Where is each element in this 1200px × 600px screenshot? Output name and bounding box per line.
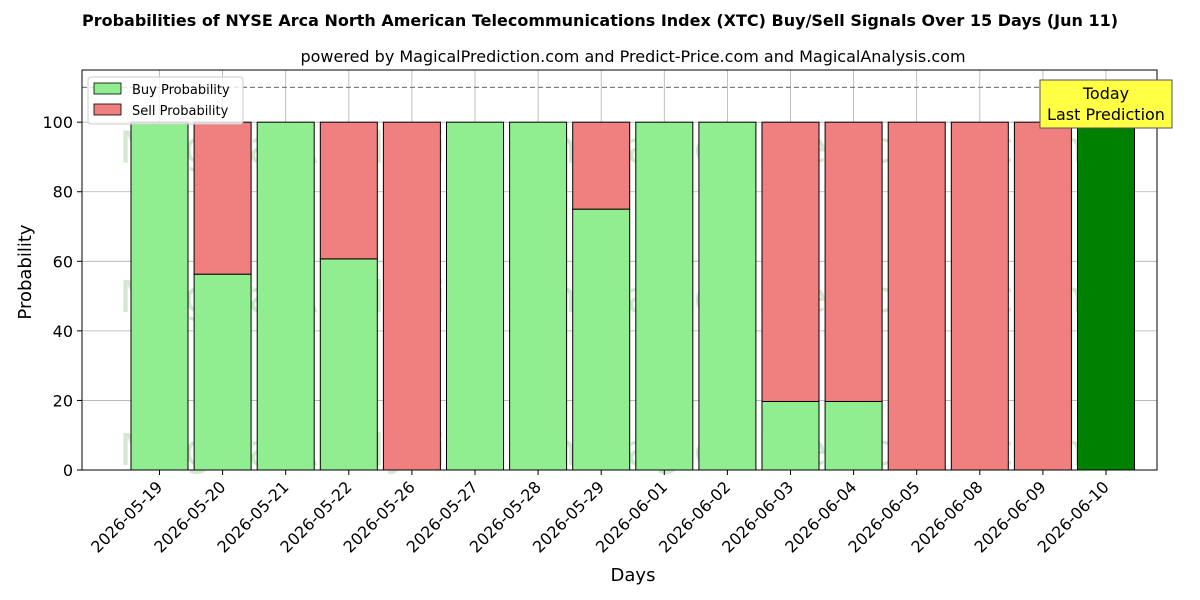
y-tick-label: 20: [53, 391, 73, 410]
today-annotation-line2: Last Prediction: [1047, 105, 1165, 124]
legend-swatch-buy: [93, 82, 122, 95]
bar-buy: [319, 258, 378, 471]
bar-buy: [509, 121, 568, 471]
bar-buy: [572, 208, 631, 471]
bar-buy: [256, 121, 315, 471]
bar-sell: [319, 121, 378, 260]
legend-swatch-sell: [93, 103, 122, 116]
x-ticks: 2026-05-192026-05-202026-05-212026-05-22…: [87, 470, 1113, 557]
bar-sell: [1013, 121, 1072, 471]
y-tick-label: 100: [42, 113, 73, 132]
bar-sell: [761, 121, 820, 402]
legend-label-buy: Buy Probability: [132, 83, 230, 98]
legend: Buy Probability Sell Probability: [87, 76, 244, 125]
chart-title: Probabilities of NYSE Arca North America…: [82, 11, 1118, 30]
y-tick-label: 60: [53, 252, 73, 271]
bar-buy: [698, 121, 757, 471]
bar-buy: [761, 400, 820, 471]
bar-buy: [1077, 121, 1135, 471]
bar-sell: [193, 121, 252, 275]
today-annotation: Today Last Prediction: [1039, 79, 1173, 129]
chart-subtitle: powered by MagicalPrediction.com and Pre…: [300, 47, 965, 66]
x-axis-label: Days: [611, 565, 656, 586]
today-annotation-box: [1039, 79, 1173, 129]
bar-buy: [824, 400, 883, 471]
bar-sell: [950, 121, 1009, 471]
legend-label-sell: Sell Probability: [132, 104, 229, 119]
bar-sell: [382, 121, 441, 471]
bar-sell: [572, 121, 631, 210]
y-ticks: 0 20 40 60 80 100: [42, 113, 82, 480]
today-annotation-line1: Today: [1082, 84, 1129, 103]
y-tick-label: 0: [63, 461, 73, 480]
legend-box: [87, 76, 244, 125]
bars-layer: [130, 121, 1135, 471]
bar-buy: [130, 121, 189, 471]
bar-sell: [887, 121, 946, 471]
y-tick-label: 80: [53, 183, 73, 202]
bar-buy: [193, 273, 252, 471]
bar-buy: [635, 121, 694, 471]
y-axis-label: Probability: [15, 224, 36, 319]
bar-buy: [446, 121, 504, 471]
y-tick-label: 40: [53, 322, 73, 341]
bar-sell: [824, 121, 883, 402]
plot-frame: [81, 69, 1158, 471]
